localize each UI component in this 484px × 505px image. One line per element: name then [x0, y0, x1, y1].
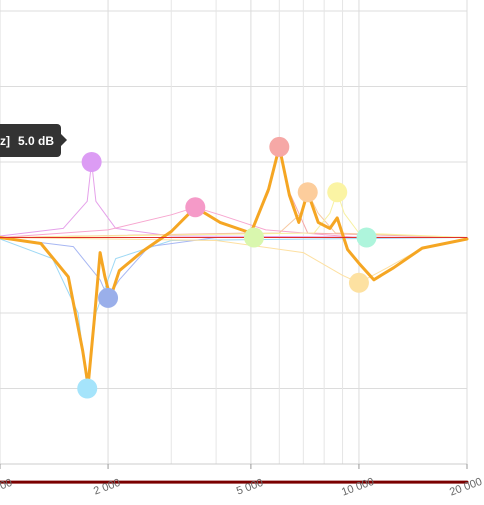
tooltip-frequency: z] — [0, 133, 10, 148]
series-line — [0, 146, 468, 238]
x-tick-label: 20 000 — [448, 476, 484, 499]
band-handle[interactable] — [98, 287, 119, 308]
series-line — [0, 145, 469, 387]
curves — [0, 145, 469, 484]
band-handle[interactable] — [348, 272, 369, 293]
x-tick-label: 5 000 — [235, 477, 265, 498]
band-handle[interactable] — [243, 227, 264, 248]
series-line — [0, 237, 468, 284]
band-handle[interactable] — [327, 182, 348, 203]
band-handle[interactable] — [297, 182, 318, 203]
band-handle[interactable] — [269, 136, 290, 157]
band-handle[interactable] — [77, 378, 98, 399]
tooltip: z] 5.0 dB — [0, 124, 67, 157]
band-handle[interactable] — [185, 197, 206, 218]
handles[interactable] — [77, 136, 377, 399]
band-handle[interactable] — [356, 227, 377, 248]
x-tick-label: 2 000 — [92, 477, 122, 498]
series-line — [0, 191, 468, 238]
band-handle[interactable] — [81, 152, 102, 172]
tooltip-gain: 5.0 dB — [18, 133, 55, 148]
series-line — [0, 191, 468, 238]
x-tick-label: 1 000 — [0, 477, 14, 498]
grid — [0, 0, 468, 465]
x-tick-label: 10 000 — [340, 476, 376, 499]
